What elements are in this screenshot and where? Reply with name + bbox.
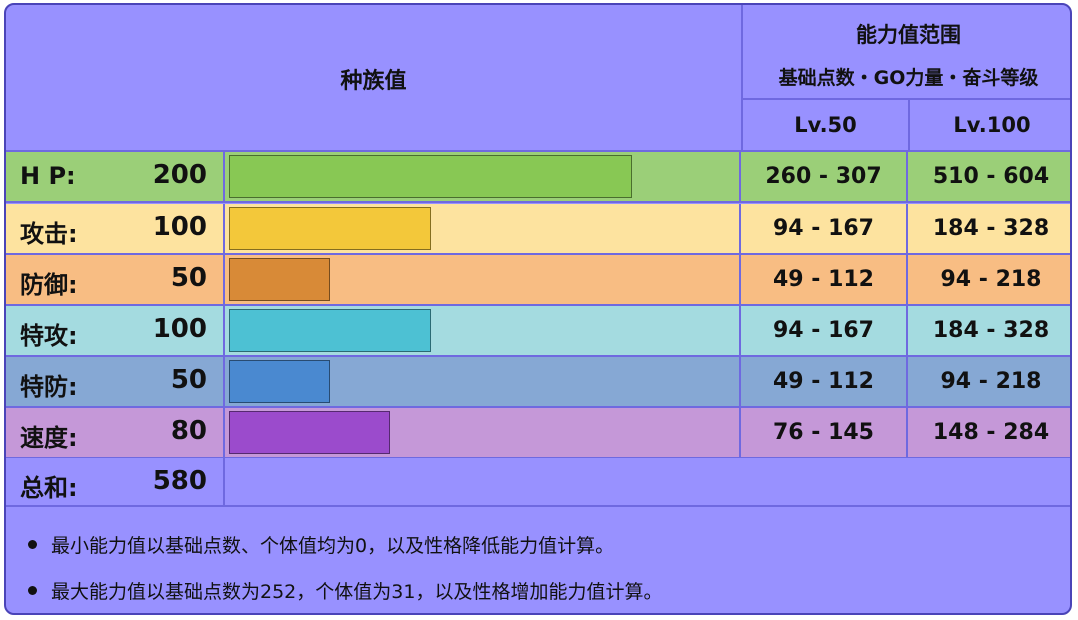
stat-label: 攻击: bbox=[20, 220, 78, 248]
stat-range-lv50: 94 - 167 bbox=[741, 204, 908, 253]
stat-row: 特防: 50 49 - 112 94 - 218 bbox=[6, 357, 1070, 408]
stat-range-lv100: 94 - 218 bbox=[940, 267, 1042, 292]
header-range-subtitle: 基础点数・GO力量・奋斗等级 bbox=[778, 67, 1039, 89]
total-row: 总和: 580 bbox=[6, 458, 1070, 507]
header-range: 能力值范围 基础点数・GO力量・奋斗等级 bbox=[743, 5, 1070, 100]
stat-bar-cell bbox=[225, 306, 741, 355]
stat-row: 特攻: 100 94 - 167 184 - 328 bbox=[6, 306, 1070, 357]
stat-name-cell: 速度: 80 bbox=[6, 408, 225, 457]
stats-table: 种族值 能力值范围 基础点数・GO力量・奋斗等级 Lv.50 Lv.100 H … bbox=[4, 3, 1072, 615]
note-max: 最大能力值以基础点数为252，个体值为31，以及性格增加能力值计算。 bbox=[28, 577, 662, 604]
stat-label: 特防: bbox=[20, 373, 78, 401]
stat-bar bbox=[229, 207, 431, 250]
stat-name-cell: 防御: 50 bbox=[6, 255, 225, 304]
stat-bar bbox=[229, 411, 390, 454]
header-lv100: Lv.100 bbox=[910, 100, 1070, 152]
stat-base-value: 200 bbox=[152, 160, 207, 190]
stat-bar bbox=[229, 309, 431, 352]
stat-row: 攻击: 100 94 - 167 184 - 328 bbox=[6, 204, 1070, 255]
stat-range-lv50: 49 - 112 bbox=[741, 357, 908, 406]
stat-label: 防御: bbox=[20, 271, 78, 299]
note-max-text: 最大能力值以基础点数为252，个体值为31，以及性格增加能力值计算。 bbox=[51, 581, 663, 603]
note-min-text: 最小能力值以基础点数、个体值均为0，以及性格降低能力值计算。 bbox=[51, 535, 615, 557]
stat-range-lv100: 94 - 218 bbox=[940, 369, 1042, 394]
stat-label: 速度: bbox=[20, 424, 78, 452]
header-lv50-label: Lv.50 bbox=[794, 113, 857, 137]
stat-range-lv100: 148 - 284 bbox=[932, 420, 1050, 445]
bullet-icon bbox=[28, 540, 37, 549]
stat-base-value: 100 bbox=[152, 212, 207, 242]
stat-name-cell: 特防: 50 bbox=[6, 357, 225, 406]
stat-base-value: 50 bbox=[170, 365, 207, 395]
stat-base-value: 80 bbox=[170, 416, 207, 446]
header-lv100-label: Lv.100 bbox=[953, 113, 1031, 137]
stat-base-value: 100 bbox=[152, 314, 207, 344]
stat-name-cell: H P: 200 bbox=[6, 152, 225, 201]
stat-range-lv50: 94 - 167 bbox=[741, 306, 908, 355]
stat-bar-cell bbox=[225, 255, 741, 304]
stat-name-cell: 特攻: 100 bbox=[6, 306, 225, 355]
total-label: 总和: bbox=[20, 474, 78, 502]
header-base-stats: 种族值 bbox=[6, 5, 743, 152]
total-name-cell: 总和: 580 bbox=[6, 458, 225, 505]
stat-bar bbox=[229, 258, 330, 301]
header-range-title: 能力值范围 bbox=[856, 23, 961, 47]
stat-bar-cell bbox=[225, 408, 741, 457]
stat-range-lv50: 49 - 112 bbox=[741, 255, 908, 304]
stat-range-lv50: 260 - 307 bbox=[741, 152, 908, 201]
header-base-stats-title: 种族值 bbox=[340, 69, 407, 94]
stat-base-value: 50 bbox=[170, 263, 207, 293]
bullet-icon bbox=[28, 586, 37, 595]
stat-name-cell: 攻击: 100 bbox=[6, 204, 225, 253]
stat-bar-cell bbox=[225, 204, 741, 253]
total-value: 580 bbox=[152, 466, 207, 496]
stat-label: 特攻: bbox=[20, 322, 78, 350]
notes-section: 最小能力值以基础点数、个体值均为0，以及性格降低能力值计算。 最大能力值以基础点… bbox=[6, 507, 1070, 613]
stat-range-lv50: 76 - 145 bbox=[741, 408, 908, 457]
stat-bar bbox=[229, 155, 632, 198]
stat-bar-cell bbox=[225, 152, 741, 201]
stat-range-lv100: 184 - 328 bbox=[932, 318, 1050, 343]
stat-bar bbox=[229, 360, 330, 403]
header-lv50: Lv.50 bbox=[743, 100, 910, 152]
stat-row: H P: 200 260 - 307 510 - 604 bbox=[6, 152, 1070, 203]
stat-label: H P: bbox=[20, 162, 76, 190]
stat-row: 防御: 50 49 - 112 94 - 218 bbox=[6, 255, 1070, 306]
stat-row: 速度: 80 76 - 145 148 - 284 bbox=[6, 408, 1070, 459]
stat-range-lv100: 510 - 604 bbox=[932, 164, 1050, 189]
note-min: 最小能力值以基础点数、个体值均为0，以及性格降低能力值计算。 bbox=[28, 531, 614, 558]
stat-bar-cell bbox=[225, 357, 741, 406]
stat-range-lv100: 184 - 328 bbox=[932, 216, 1050, 241]
